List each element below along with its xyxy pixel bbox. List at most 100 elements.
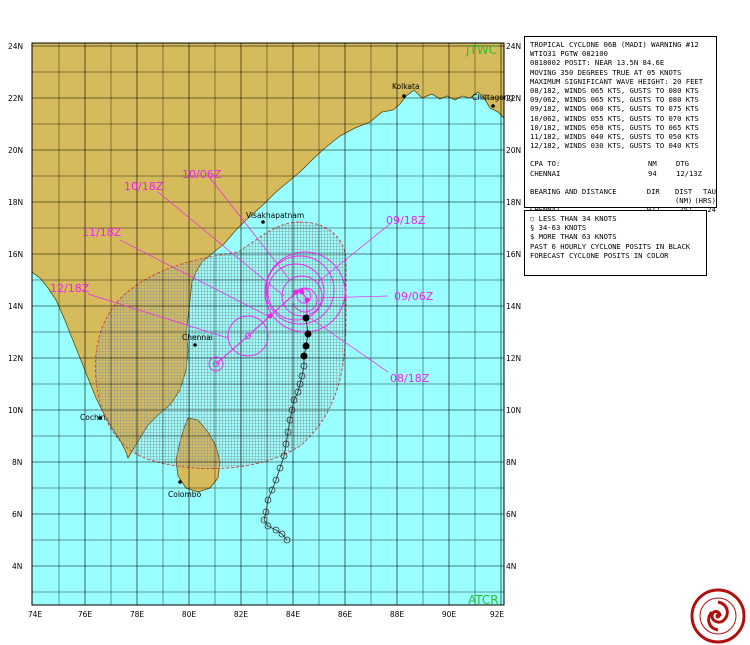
atcr-map-label: ATCR [468, 593, 499, 607]
past-posit [272, 526, 280, 534]
lon-label: 84E [286, 610, 301, 619]
past-posit [272, 476, 280, 484]
past-posit [268, 486, 276, 494]
bearing-dist: 257 [667, 205, 692, 214]
city-dot [178, 480, 182, 484]
bearing-dist-header: DIST [674, 186, 693, 196]
lon-label: 74E [28, 610, 43, 619]
past-posit-strong [302, 342, 310, 350]
lat-label: 24N [506, 42, 521, 51]
city-label: Visakhapatnam [246, 211, 304, 220]
lon-label: 92E [490, 610, 505, 619]
past-posit [284, 428, 292, 436]
lon-label: 90E [442, 610, 457, 619]
city-label: Chennai [182, 333, 213, 342]
lat-labels: 24N 24N 22N 22N 20N 20N 18N 18N 16N 16N 14N 14… [8, 42, 521, 571]
past-posit [300, 362, 308, 370]
lat-label: 22N [8, 94, 23, 103]
lat-label: 14N [8, 302, 23, 311]
warning-line: 12/182, WINDS 030 KTS, GUSTS TO 040 KTS [530, 141, 699, 151]
city-dot [491, 104, 495, 108]
storm-symbol-open-icon: § [530, 223, 539, 233]
bearing-dir-header: DIR [646, 186, 660, 196]
legend-panel: ○ LESS THAN 34 KNOTS § 34-63 KNOTS $ MOR… [524, 210, 707, 276]
lat-label: 6N [12, 510, 22, 519]
bearing-tau-unit: (HRS) [694, 196, 716, 206]
forecast-posit [293, 289, 299, 295]
forecast-posit [304, 297, 310, 303]
lat-label: 10N [8, 406, 23, 415]
warning-line: 08/182, WINDS 065 KTS, GUSTS TO 080 KTS [530, 86, 699, 96]
warning-line: 11/182, WINDS 040 KTS, GUSTS TO 050 KTS [530, 132, 699, 142]
storm-symbol-filled-icon: $ [530, 232, 539, 242]
past-posit [282, 440, 290, 448]
bearing-units: (NM) (HRS) [530, 196, 716, 205]
bearing-header: BEARING AND DISTANCE DIR DIST TAU [530, 187, 716, 196]
lon-label: 80E [182, 610, 197, 619]
cpa-dtg: 12/13Z [676, 168, 702, 178]
past-posit [276, 464, 284, 472]
city-markers [98, 94, 495, 484]
lat-label: 14N [506, 302, 521, 311]
lon-label: 88E [390, 610, 405, 619]
lat-label: 18N [506, 198, 521, 207]
jtwc-seal-logo [690, 588, 746, 644]
lon-label: 82E [234, 610, 249, 619]
past-posits-strong [300, 314, 312, 360]
lat-label: 16N [506, 250, 521, 259]
lat-label: 22N [506, 94, 521, 103]
bearing-row: CHENNAI 072 257 24 [530, 205, 716, 214]
past-posit-strong [304, 330, 312, 338]
cpa-place: CHENNAI [530, 168, 561, 178]
bearing-tau: 24 [707, 205, 716, 215]
warning-line: 0818002 POSIT: NEAR 13.5N 84.6E [530, 58, 665, 68]
lon-label: 76E [78, 610, 93, 619]
warning-line: 09/182, WINDS 060 KTS, GUSTS TO 075 KTS [530, 104, 699, 114]
forecast-time-labels: 10/06Z 10/18Z 11/18Z 12/18Z 09/18Z 09/06… [50, 168, 434, 385]
city-label: Kolkata [392, 82, 420, 91]
lat-label: 12N [506, 354, 521, 363]
warning-line: MAXIMUM SIGNIFICANT WAVE HEIGHT: 20 FEET [530, 76, 704, 86]
cpa-row: CHENNAI 94 12/13Z [530, 169, 716, 178]
bearing-dist-unit: (NM) [674, 196, 693, 206]
warning-line: WTIO31 PGTW 082100 [530, 49, 608, 59]
lon-labels: 74E 76E 78E 80E 82E 84E 86E 88E 90E 92E [28, 610, 505, 619]
forecast-time-label: 08/18Z [390, 372, 430, 385]
lon-label: 86E [338, 610, 353, 619]
past-posit [264, 496, 272, 504]
city-dot [193, 343, 197, 347]
lat-label: 12N [8, 354, 23, 363]
past-posit [260, 516, 268, 524]
past-posit [280, 452, 288, 460]
jtwc-map-label: JTWC [465, 43, 497, 57]
forecast-time-label: 10/06Z [182, 168, 222, 181]
forecast-posit [213, 361, 219, 367]
city-dot [402, 94, 406, 98]
callout-leaders [87, 177, 391, 373]
city-label: Cochin [80, 413, 106, 422]
city-label: Colombo [168, 490, 202, 499]
forecast-wind-circles [208, 251, 346, 372]
city-dot [98, 416, 102, 420]
legend-note-past: PAST 6 HOURLY CYCLONE POSITS IN BLACK [530, 241, 691, 251]
city-label: Chittagong [472, 93, 514, 102]
bearing-tau-header: TAU [703, 186, 716, 196]
lat-label: 20N [8, 146, 23, 155]
past-posit [278, 530, 286, 538]
past-posit [296, 380, 304, 388]
lat-label: 4N [12, 562, 22, 571]
warning-line: MOVING 350 DEGREES TRUE AT 05 KNOTS [530, 67, 682, 77]
lat-label: 18N [8, 198, 23, 207]
grid-lines [32, 43, 504, 605]
past-posit [264, 522, 272, 530]
cpa-dtg-header: DTG [676, 159, 689, 169]
cpa-label: CPA TO: [530, 159, 561, 169]
legend-note-forecast: FORECAST CYCLONE POSITS IN COLOR [530, 250, 669, 260]
lat-label: 16N [8, 250, 23, 259]
warning-line: 10/062, WINDS 055 KTS, GUSTS TO 070 KTS [530, 113, 699, 123]
warning-line: 10/182, WINDS 050 KTS, GUSTS TO 065 KTS [530, 122, 699, 132]
city-labels: Kolkata Chittagong Visakhapatnam Chennai… [80, 82, 514, 499]
past-posit [298, 372, 306, 380]
wind-radius-area [94, 221, 347, 470]
